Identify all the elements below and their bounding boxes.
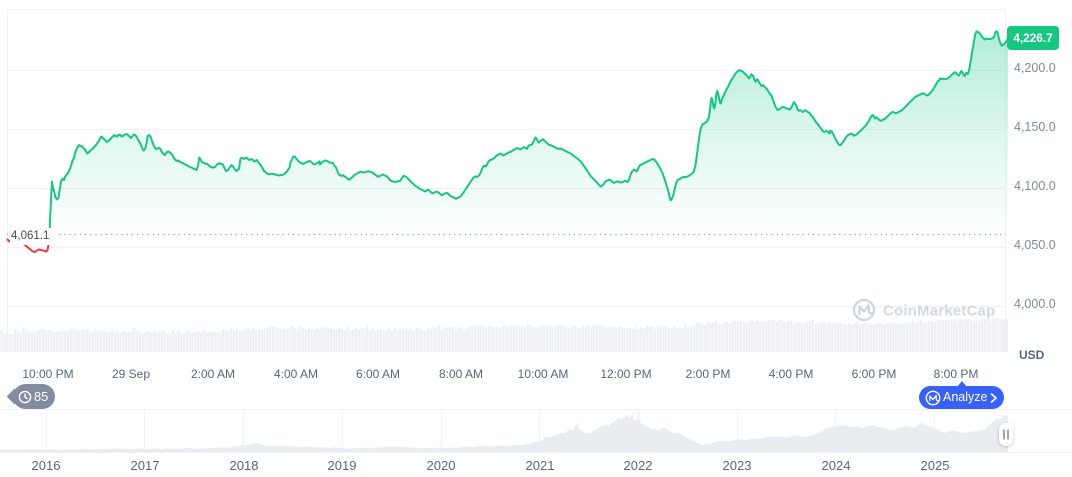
svg-text:CoinMarketCap: CoinMarketCap [883,304,995,320]
